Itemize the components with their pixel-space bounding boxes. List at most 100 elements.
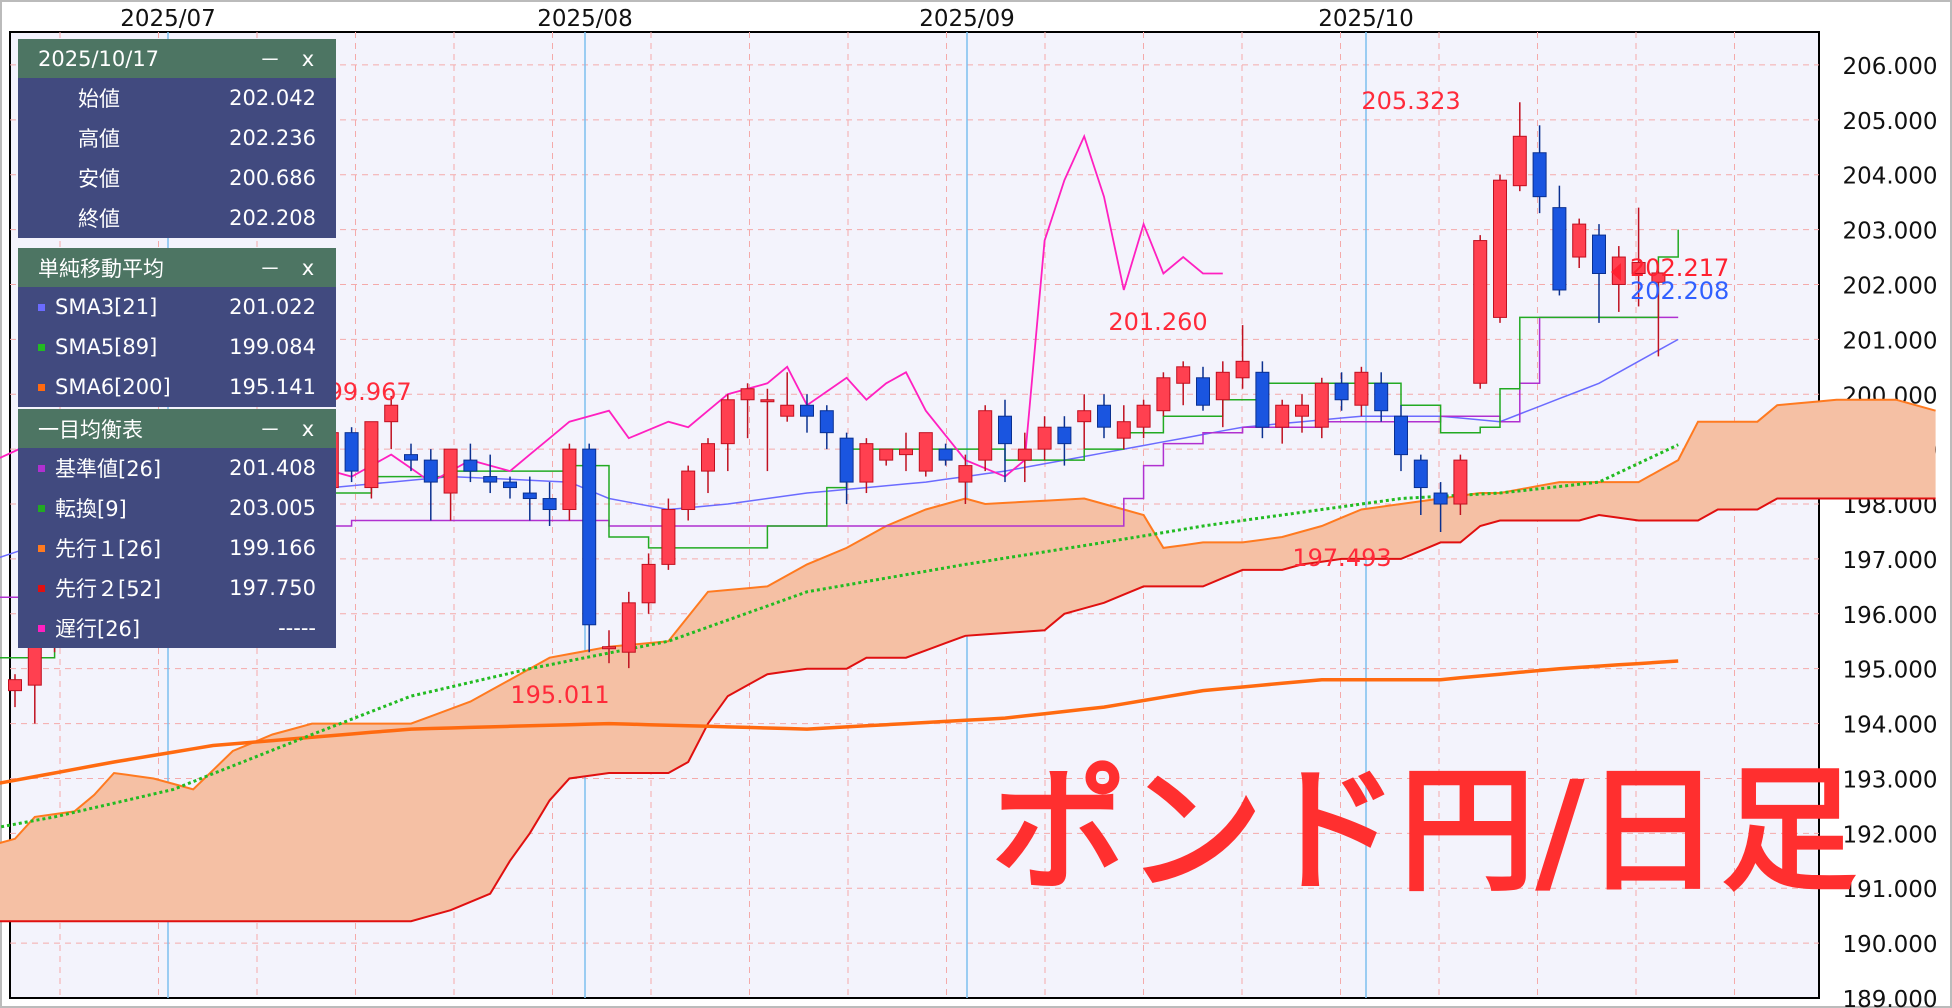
- sma-row: SMA5[89] 199.084: [18, 327, 336, 367]
- sma-row: SMA3[21] 201.022: [18, 287, 336, 327]
- y-tick-label: 203.000: [1842, 219, 1937, 245]
- close-button[interactable]: x: [301, 255, 315, 280]
- sma-label: SMA3[21]: [55, 295, 158, 319]
- candle-bearish: [404, 454, 418, 461]
- ichimoku-value: 197.750: [229, 576, 316, 600]
- legend-swatch: [38, 504, 45, 512]
- ichimoku-row: 基準値[26] 201.408: [18, 448, 336, 488]
- minimize-button[interactable]: －: [259, 256, 281, 281]
- x-tick-label: 2025/07: [120, 6, 216, 32]
- ohlc-row-high: 高値 202.236: [18, 118, 336, 158]
- candle-bullish: [8, 679, 22, 692]
- sma200-line: [0, 659, 1679, 785]
- candle-bullish: [1572, 223, 1587, 258]
- candle-bullish: [1651, 272, 1666, 283]
- candle-bullish: [1631, 262, 1646, 275]
- candle-bullish: [602, 646, 616, 650]
- bid-price-label: 202.217: [1630, 254, 1729, 282]
- candle-bearish: [1097, 404, 1111, 428]
- ichimoku-label: 遅行[26]: [55, 617, 141, 641]
- sma89-line: [0, 443, 1679, 829]
- legend-swatch: [38, 624, 45, 632]
- legend-swatch: [38, 303, 45, 311]
- ichimoku-panel-header: 一目均衡表 － x: [18, 409, 336, 448]
- candle-bullish: [1136, 404, 1151, 428]
- candle-bullish: [1493, 179, 1507, 318]
- candle-bearish: [483, 476, 498, 483]
- ohlc-label: 終値: [78, 207, 120, 231]
- candle-bearish: [1552, 207, 1567, 291]
- candle-bearish: [839, 437, 854, 483]
- x-tick-label: 2025/08: [537, 6, 633, 32]
- y-tick-label: 191.000: [1842, 877, 1937, 903]
- sma-panel-title: 単純移動平均: [38, 256, 164, 281]
- y-tick-label: 196.000: [1842, 603, 1937, 629]
- candle-bearish: [1592, 234, 1606, 274]
- candle-bearish: [1374, 382, 1389, 412]
- ohlc-value: 200.686: [229, 166, 316, 190]
- candle-bullish: [978, 410, 993, 461]
- candle-bearish: [1255, 371, 1270, 428]
- ohlc-label: 安値: [78, 167, 120, 191]
- candle-bullish: [443, 448, 458, 494]
- candle-bearish: [1433, 492, 1448, 505]
- candle-bullish: [859, 443, 874, 483]
- candle-bearish: [522, 492, 537, 500]
- candle-bearish: [463, 459, 478, 472]
- sma-panel: 単純移動平均 － x SMA3[21] 201.022 SMA5[89] 199.0…: [18, 248, 336, 407]
- ohlc-label: 高値: [78, 127, 120, 151]
- candle-bearish: [1413, 459, 1428, 489]
- close-button[interactable]: x: [301, 416, 315, 441]
- ask-price-label: 202.208: [1630, 277, 1729, 305]
- ichimoku-value: -----: [278, 616, 316, 640]
- candle-bullish: [641, 563, 656, 604]
- candle-bullish: [879, 448, 894, 461]
- candle-bullish: [1295, 404, 1309, 417]
- x-tick-label: 2025/09: [919, 6, 1015, 32]
- close-button[interactable]: x: [301, 46, 315, 71]
- candle-bullish: [1037, 426, 1052, 450]
- candle-bullish: [1512, 135, 1527, 187]
- sma-label: SMA6[200]: [55, 375, 171, 399]
- legend-swatch: [38, 464, 45, 472]
- x-tick-label: 2025/10: [1318, 6, 1414, 32]
- ichimoku-panel-title: 一目均衡表: [38, 417, 143, 442]
- minimize-button[interactable]: －: [259, 417, 281, 442]
- candle-bullish: [562, 448, 577, 511]
- price-annotation: 201.260: [1108, 308, 1207, 336]
- candle-bullish: [1275, 404, 1290, 428]
- candle-bullish: [899, 448, 913, 456]
- candle-bullish: [1215, 371, 1230, 401]
- candle-bullish: [1235, 360, 1250, 379]
- ichimoku-value: 199.166: [229, 536, 316, 560]
- y-tick-label: 193.000: [1842, 767, 1937, 793]
- current-price-marker: [1611, 263, 1621, 281]
- sma-value: 201.022: [229, 295, 316, 319]
- candle-bullish: [1473, 240, 1488, 384]
- candle-bullish: [364, 421, 379, 489]
- candle-bearish: [1334, 382, 1349, 401]
- legend-swatch: [38, 584, 45, 592]
- y-tick-label: 205.000: [1842, 109, 1937, 135]
- candle-bullish: [1314, 382, 1329, 428]
- y-tick-label: 189.000: [1842, 987, 1937, 1008]
- legend-swatch: [38, 383, 45, 391]
- candle-bearish: [998, 415, 1012, 445]
- ohlc-date: 2025/10/17: [38, 46, 160, 71]
- candle-bullish: [720, 399, 735, 445]
- candle-bearish: [938, 448, 953, 461]
- minimize-button[interactable]: －: [259, 47, 281, 72]
- ohlc-label: 始値: [78, 87, 120, 111]
- sma-row: SMA6[200] 195.141: [18, 367, 336, 407]
- ohlc-row-low: 安値 200.686: [18, 158, 336, 198]
- ohlc-panel: 2025/10/17 － x 始値 202.042 高値 202.236 安値 200…: [18, 39, 336, 238]
- y-tick-label: 194.000: [1842, 713, 1937, 739]
- candle-bearish: [819, 410, 834, 434]
- senkou-span-b: [0, 497, 1936, 923]
- candle-bullish: [1116, 421, 1131, 439]
- y-tick-label: 195.000: [1842, 658, 1937, 684]
- candle-bullish: [1176, 366, 1191, 384]
- ohlc-value: 202.208: [229, 206, 316, 230]
- y-tick-label: 202.000: [1842, 273, 1937, 299]
